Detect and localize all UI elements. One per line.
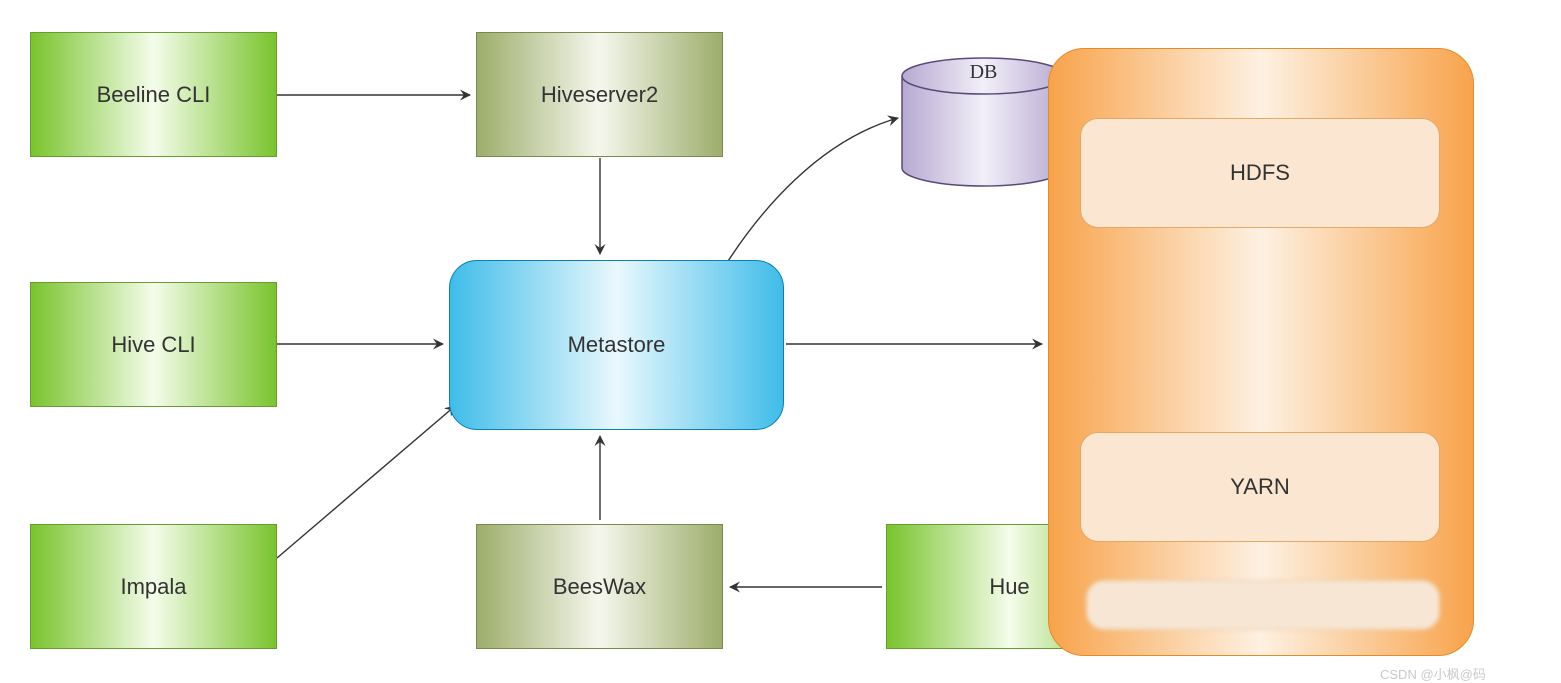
node-label-impala: Impala [120,574,186,600]
node-label-beeswax: BeesWax [553,574,646,600]
node-hiveserver: Hiveserver2 [476,32,723,157]
node-hivecli: Hive CLI [30,282,277,407]
node-label-hiveserver: Hiveserver2 [541,82,658,108]
node-metastore: Metastore [449,260,784,430]
node-impala: Impala [30,524,277,649]
node-label-hue: Hue [989,574,1029,600]
node-label-yarn: YARN [1230,474,1290,500]
node-db: DB [902,58,1065,186]
node-beeswax: BeesWax [476,524,723,649]
node-hdfs: HDFS [1080,118,1440,228]
node-yarn: YARN [1080,432,1440,542]
watermark: CSDN @小枫@码 [1380,664,1486,683]
node-label-db: DB [970,61,998,83]
diagram-canvas: DB Beeline CLI Hive CLI Impala Hiveserver2 B… [0,0,1561,683]
node-extra [1086,580,1440,630]
node-label-hivecli: Hive CLI [111,332,195,358]
node-label-metastore: Metastore [568,332,666,358]
node-label-hdfs: HDFS [1230,160,1290,186]
edge-impala-to-metastore [277,406,455,558]
node-label-beeline: Beeline CLI [97,82,211,108]
edge-metastore-to-db [723,118,898,269]
node-beeline: Beeline CLI [30,32,277,157]
